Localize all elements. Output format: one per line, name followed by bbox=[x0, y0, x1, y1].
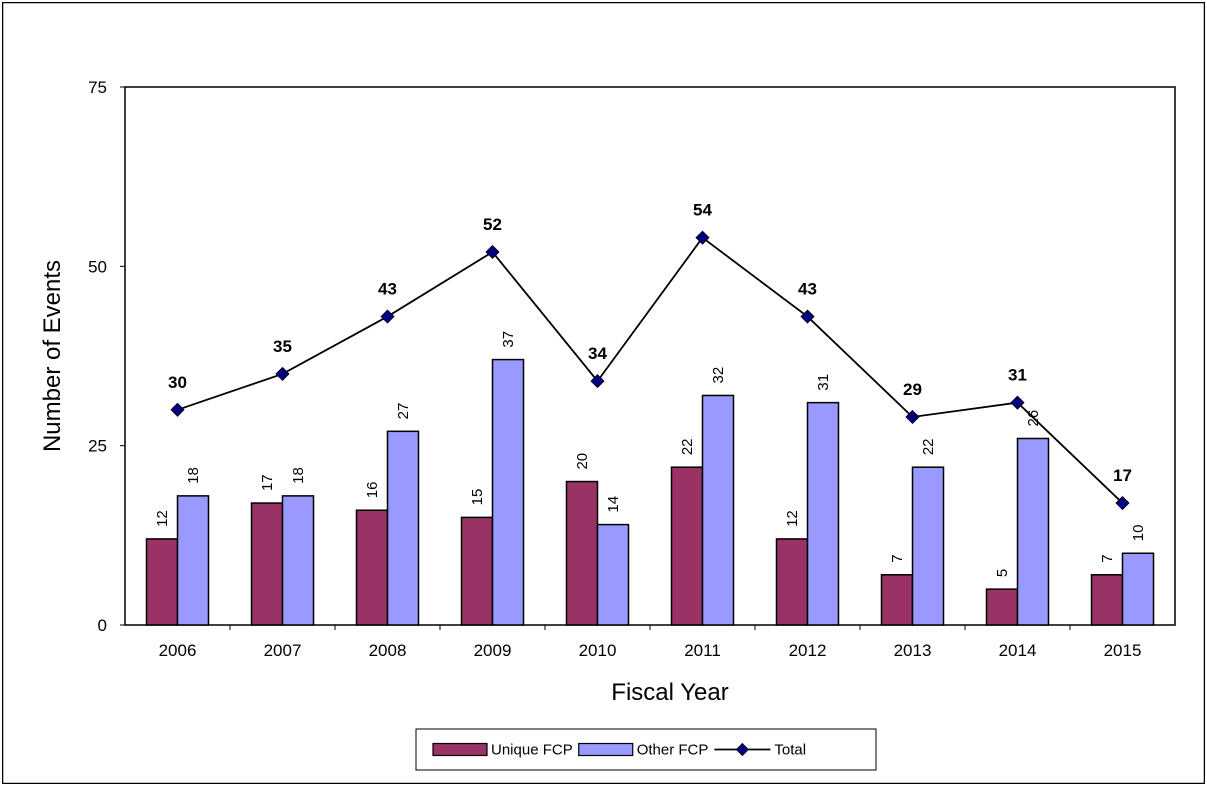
x-tick-label: 2015 bbox=[1104, 641, 1142, 660]
bar-value-label: 12 bbox=[154, 510, 171, 527]
legend: Unique FCP Other FCP Total bbox=[415, 728, 877, 771]
total-value-label: 35 bbox=[273, 337, 292, 356]
bar-other-fcp bbox=[491, 358, 525, 626]
total-value-label: 52 bbox=[483, 215, 502, 234]
bar-value-label: 15 bbox=[469, 489, 486, 506]
legend-label: Unique FCP bbox=[491, 742, 573, 759]
total-line bbox=[177, 236, 1124, 504]
bar-unique-fcp bbox=[565, 480, 599, 626]
total-value-label: 54 bbox=[693, 201, 712, 220]
x-tick-label: 2012 bbox=[789, 641, 827, 660]
total-marker bbox=[905, 409, 920, 425]
y-tick-label: 0 bbox=[98, 616, 107, 635]
x-axis-title: Fiscal Year bbox=[611, 679, 728, 706]
bar-unique-fcp bbox=[1090, 574, 1124, 626]
bar-other-fcp bbox=[596, 523, 630, 626]
bar-value-label: 18 bbox=[290, 467, 307, 484]
total-marker bbox=[590, 374, 605, 389]
legend-swatch-other-fcp bbox=[578, 742, 634, 757]
bar-value-label: 37 bbox=[500, 331, 517, 348]
total-marker bbox=[1010, 395, 1025, 410]
bar-value-label: 22 bbox=[920, 438, 937, 455]
total-value-label: 34 bbox=[588, 344, 607, 363]
bar-value-label: 22 bbox=[679, 438, 696, 455]
bar-value-label: 5 bbox=[994, 569, 1011, 577]
legend-label: Other FCP bbox=[637, 742, 709, 759]
bar-other-fcp bbox=[911, 466, 945, 626]
legend-swatch-total-marker bbox=[735, 742, 749, 757]
bar-value-label: 31 bbox=[815, 374, 832, 391]
bar-value-label: 16 bbox=[364, 482, 381, 499]
total-marker bbox=[485, 244, 500, 260]
bar-other-fcp bbox=[1121, 552, 1155, 626]
total-marker bbox=[1115, 495, 1130, 511]
y-tick-label: 50 bbox=[88, 257, 107, 276]
bar-other-fcp bbox=[386, 430, 420, 626]
bar-other-fcp bbox=[176, 495, 210, 626]
bar-unique-fcp bbox=[250, 502, 284, 626]
x-tick-label: 2010 bbox=[579, 641, 617, 660]
total-value-label: 31 bbox=[1008, 366, 1027, 385]
bar-value-label: 7 bbox=[1099, 554, 1116, 562]
total-value-label: 29 bbox=[903, 380, 922, 399]
y-tick-label: 75 bbox=[88, 78, 107, 97]
x-tick-label: 2013 bbox=[894, 641, 932, 660]
bar-other-fcp bbox=[701, 394, 735, 626]
total-value-label: 43 bbox=[798, 280, 817, 299]
bar-other-fcp bbox=[1016, 437, 1050, 626]
bar-unique-fcp bbox=[460, 516, 494, 626]
x-tick-label: 2008 bbox=[369, 641, 407, 660]
total-marker bbox=[275, 366, 290, 381]
total-marker bbox=[800, 309, 815, 324]
total-value-label: 43 bbox=[378, 280, 397, 299]
y-tick-label: 25 bbox=[88, 437, 107, 456]
x-tick-label: 2011 bbox=[684, 641, 721, 660]
bar-unique-fcp bbox=[145, 538, 179, 626]
x-tick-label: 2007 bbox=[264, 641, 302, 660]
bar-unique-fcp bbox=[880, 574, 914, 626]
total-marker bbox=[695, 230, 710, 245]
bar-unique-fcp bbox=[775, 538, 809, 626]
bar-value-label: 12 bbox=[784, 510, 801, 527]
x-tick-label: 2014 bbox=[999, 641, 1037, 660]
bar-unique-fcp bbox=[355, 509, 389, 626]
bar-value-label: 20 bbox=[574, 453, 591, 470]
legend-box bbox=[415, 728, 877, 771]
bar-other-fcp bbox=[281, 495, 315, 626]
bar-value-label: 7 bbox=[889, 554, 906, 562]
total-value-label: 30 bbox=[168, 373, 187, 392]
legend-label: Total bbox=[774, 742, 806, 759]
bar-value-label: 27 bbox=[395, 403, 412, 420]
legend-swatch-unique-fcp bbox=[432, 742, 488, 757]
total-marker bbox=[380, 309, 395, 324]
bar-value-label: 32 bbox=[710, 367, 727, 384]
bar-value-label: 18 bbox=[185, 467, 202, 484]
bar-value-label: 10 bbox=[1130, 525, 1147, 542]
bar-unique-fcp bbox=[985, 588, 1019, 626]
total-value-label: 17 bbox=[1113, 466, 1132, 485]
total-marker bbox=[170, 402, 185, 417]
x-tick-label: 2009 bbox=[474, 641, 512, 660]
bar-value-label: 17 bbox=[259, 474, 276, 491]
bar-unique-fcp bbox=[670, 466, 704, 626]
bar-value-label: 14 bbox=[605, 496, 622, 513]
y-axis-title: Number of Events bbox=[39, 260, 66, 452]
bar-other-fcp bbox=[806, 401, 840, 626]
x-tick-label: 2006 bbox=[159, 641, 197, 660]
